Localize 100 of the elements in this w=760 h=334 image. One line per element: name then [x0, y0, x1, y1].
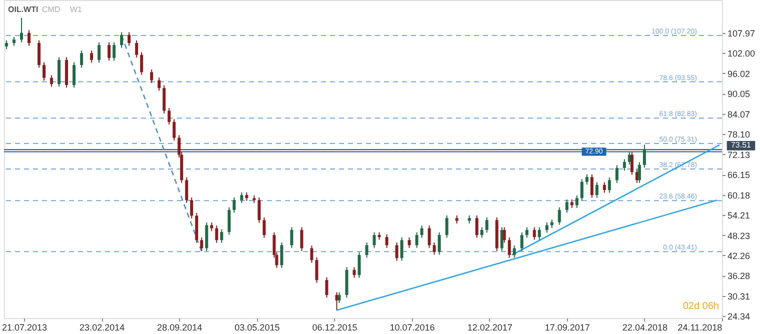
candlestick: [150, 68, 154, 84]
y-tick-label: 42.26: [728, 250, 750, 261]
text: OIL.WTI: [8, 5, 38, 14]
y-tick-label: 24.34: [728, 312, 750, 322]
annotation: CMD: [42, 5, 60, 14]
candlestick: [622, 158, 626, 172]
candlestick: [428, 225, 431, 248]
candlestick: [485, 216, 488, 234]
candlestick: [158, 77, 161, 92]
candlestick: [630, 152, 634, 176]
candlestick: [538, 226, 541, 240]
candlestick: [590, 174, 594, 198]
candlestick: [438, 232, 441, 256]
candlestick: [575, 194, 578, 208]
y-tick-label: 84.07: [728, 109, 750, 120]
candlestick: [28, 30, 31, 46]
candlestick: [300, 226, 304, 252]
candlestick: [525, 226, 528, 238]
y-tick-label: 78.10: [728, 130, 750, 140]
candlestick: [128, 32, 131, 46]
candlestick: [558, 206, 561, 226]
candlestick: [185, 176, 188, 204]
x-tick-label: 03.05.2015: [234, 322, 280, 332]
candlestick: [108, 42, 111, 62]
candlestick: [642, 144, 646, 168]
candlestick: [415, 232, 418, 248]
candlestick: [310, 245, 314, 264]
candlestick: [580, 178, 584, 202]
candlestick: [445, 214, 448, 238]
candlestick: [358, 252, 361, 278]
candlestick: [90, 50, 94, 64]
candlestick: [258, 196, 261, 224]
ref-line-label: 73.51: [730, 140, 752, 150]
candlestick: [595, 182, 598, 198]
x-tick-label: 28.09.2014: [157, 322, 202, 332]
candlestick: [420, 225, 424, 238]
candlestick: [200, 236, 204, 252]
candlestick: [532, 226, 536, 240]
candlestick: [190, 196, 194, 219]
candlestick: [135, 40, 138, 58]
y-tick-label: 102.00: [728, 48, 756, 59]
x-tick-label: 23.02.2014: [80, 322, 125, 332]
candlestick: [512, 245, 516, 258]
candlestick: [508, 236, 511, 258]
candlestick: [228, 206, 231, 236]
candlestick: [262, 216, 266, 238]
x-tick-label: 21.07.2013: [2, 322, 48, 332]
annotation: W1: [70, 5, 83, 14]
candlestick: [602, 182, 606, 194]
candlestick: [205, 222, 208, 252]
candlestick: [162, 84, 166, 114]
candlestick: [50, 74, 54, 88]
candlestick: [365, 242, 368, 258]
candlestick: [80, 50, 84, 68]
candlestick: [140, 52, 144, 76]
y-tick-label: 72.13: [728, 150, 750, 160]
candlestick: [545, 222, 548, 234]
y-tick-label: 96.02: [728, 68, 750, 79]
candlestick: [280, 242, 284, 268]
candlestick: [215, 225, 218, 244]
candlestick: [42, 62, 46, 82]
x-tick-label: 22.04.2018: [622, 322, 668, 332]
y-tick-label: 107.97: [728, 28, 756, 38]
candlestick: [290, 226, 294, 248]
candlestick: [20, 17, 24, 43]
candlestick: [385, 234, 388, 248]
candlestick: [395, 242, 398, 262]
candlestick: [372, 232, 376, 248]
y-tick-label: 60.18: [728, 190, 750, 200]
candlestick: [480, 226, 484, 238]
candlestick: [400, 236, 404, 262]
x-tick-label: 10.07.2016: [390, 322, 435, 332]
candlestick: [338, 292, 341, 304]
y-tick-label: 48.23: [728, 230, 750, 241]
candlestick: [72, 62, 76, 88]
candlestick: [112, 42, 116, 62]
x-tick-label: 17.09.2017: [544, 322, 590, 332]
y-tick-label: 90.05: [728, 89, 750, 100]
candlestick: [98, 42, 101, 64]
candlestick: [615, 164, 618, 184]
candlestick: [315, 256, 318, 284]
candlestick: [565, 198, 568, 214]
candlestick: [220, 228, 224, 244]
candlestick: [240, 192, 244, 204]
candlestick: [432, 242, 436, 256]
x-tick-label: 06.12.2015: [312, 322, 358, 332]
candlestick: [172, 118, 176, 142]
y-tick-label: 30.31: [728, 291, 750, 302]
candlestick: [638, 162, 641, 184]
candlestick: [120, 32, 124, 48]
candlestick: [232, 196, 236, 214]
annotation: 02d 06h: [682, 301, 719, 312]
candlestick: [520, 232, 524, 252]
candlestick: [408, 236, 411, 248]
y-tick-label: 54.21: [728, 210, 750, 221]
y-tick-label: 36.28: [728, 271, 750, 282]
candlestick: [168, 108, 171, 126]
candlestick: [325, 276, 328, 298]
candlestick: [475, 214, 478, 238]
candlestick: [608, 176, 611, 194]
